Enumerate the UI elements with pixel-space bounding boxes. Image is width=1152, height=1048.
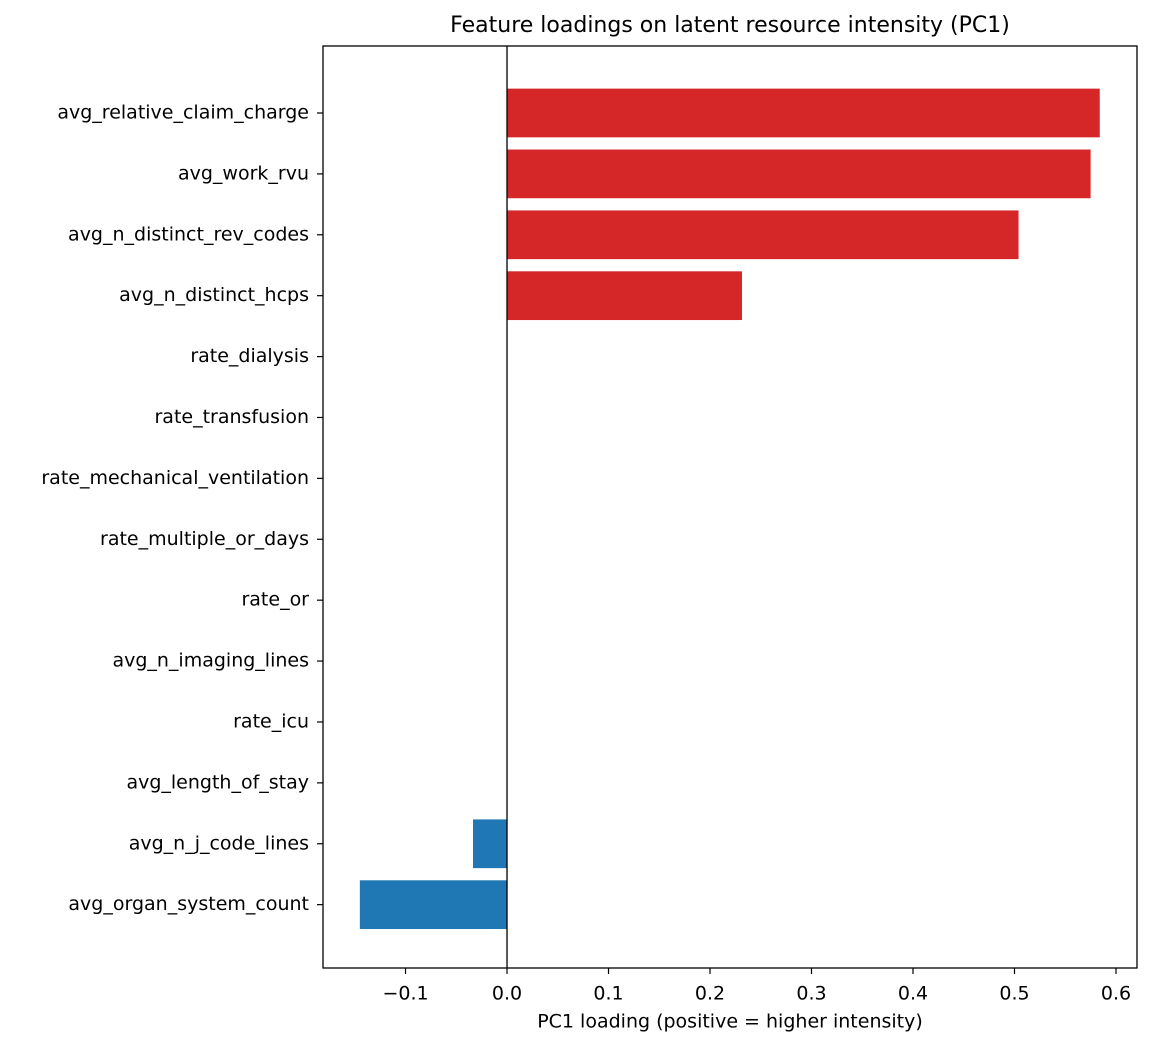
bar bbox=[507, 88, 1100, 138]
y-tick-label: avg_n_distinct_hcps bbox=[119, 284, 309, 306]
x-tick-label: −0.1 bbox=[382, 983, 428, 1005]
x-tick-label: 0.6 bbox=[1101, 983, 1131, 1005]
x-tick-label: 0.4 bbox=[898, 983, 928, 1005]
y-tick-label: rate_multiple_or_days bbox=[100, 528, 309, 550]
x-axis-label: PC1 loading (positive = higher intensity… bbox=[537, 1011, 923, 1033]
y-tick-label: avg_relative_claim_charge bbox=[57, 101, 309, 123]
bar bbox=[473, 819, 508, 869]
bar bbox=[507, 271, 742, 321]
bar bbox=[507, 210, 1019, 260]
chart-title: Feature loadings on latent resource inte… bbox=[450, 13, 1010, 38]
bar bbox=[507, 149, 1091, 199]
y-tick-label: rate_dialysis bbox=[190, 345, 309, 367]
x-tick-label: 0.3 bbox=[796, 983, 826, 1005]
y-tick-label: avg_work_rvu bbox=[178, 162, 309, 184]
y-tick-label: rate_icu bbox=[233, 710, 309, 732]
y-tick-label: avg_n_j_code_lines bbox=[129, 832, 309, 854]
y-tick-label: avg_length_of_stay bbox=[126, 771, 309, 793]
y-tick-label: rate_or bbox=[241, 589, 309, 611]
x-tick-label: 0.0 bbox=[492, 983, 522, 1005]
y-tick-label: avg_organ_system_count bbox=[68, 893, 309, 915]
bar bbox=[359, 880, 508, 930]
y-tick-label: avg_n_imaging_lines bbox=[112, 650, 309, 672]
x-tick-label: 0.1 bbox=[593, 983, 623, 1005]
y-tick-label: rate_mechanical_ventilation bbox=[41, 467, 309, 489]
x-tick-label: 0.2 bbox=[695, 983, 725, 1005]
y-tick-label: avg_n_distinct_rev_codes bbox=[68, 223, 309, 245]
x-tick-label: 0.5 bbox=[999, 983, 1029, 1005]
y-tick-label: rate_transfusion bbox=[154, 406, 309, 428]
plot-frame bbox=[322, 45, 1138, 969]
